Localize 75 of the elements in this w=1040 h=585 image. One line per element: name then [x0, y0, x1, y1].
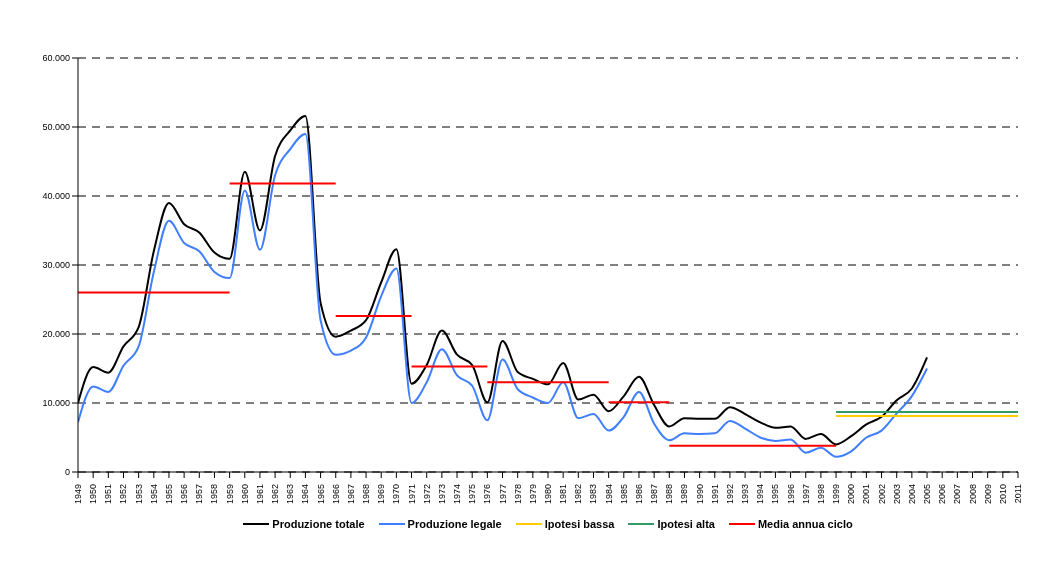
x-tick-label: 2011: [1013, 484, 1023, 504]
x-tick-label: 1969: [376, 484, 387, 505]
x-tick-label: 1973: [436, 484, 447, 505]
x-tick-label: 1996: [785, 484, 796, 505]
x-tick-label: 1983: [588, 484, 599, 505]
x-tick-label: 2006: [937, 484, 948, 505]
x-tick-label: 2002: [876, 484, 887, 505]
x-tick-label: 1951: [103, 484, 114, 505]
legend-label: Ipotesi bassa: [543, 518, 615, 530]
x-tick-label: 1992: [724, 484, 735, 505]
x-tick-label: 1986: [633, 484, 644, 505]
x-tick-label: 1995: [770, 484, 781, 505]
x-tick-label: 2008: [967, 484, 978, 505]
x-tick-label: 1974: [452, 484, 463, 505]
x-tick-label: 1990: [694, 484, 705, 505]
y-tick-label: 20.000: [42, 329, 70, 340]
y-tick-label: 50.000: [42, 122, 70, 133]
x-tick-label: 1960: [239, 484, 250, 505]
y-tick-label: 30.000: [42, 260, 70, 271]
y-tick-label: 0: [64, 467, 70, 478]
legend-label: Produzione legale: [406, 518, 502, 530]
x-tick-label: 1994: [755, 484, 766, 505]
x-tick-label: 2009: [982, 484, 993, 505]
legend-label: Ipotesi alta: [656, 518, 715, 530]
x-tick-label: 1961: [254, 484, 265, 505]
x-tick-label: 1959: [224, 484, 235, 505]
x-tick-label: 1981: [558, 484, 569, 505]
x-tick-label: 1977: [497, 484, 508, 505]
legend-label: Produzione totale: [271, 518, 365, 530]
y-tick-label: 60.000: [42, 53, 70, 64]
x-tick-label: 1953: [133, 484, 144, 505]
x-tick-label: 2000: [846, 484, 857, 505]
x-tick-label: 1949: [73, 484, 83, 505]
x-tick-label: 1957: [194, 484, 205, 505]
x-tick-label: 1993: [740, 484, 751, 505]
x-tick-label: 2005: [922, 484, 933, 505]
x-tick-label: 1988: [664, 484, 675, 505]
x-tick-label: 1962: [270, 484, 281, 505]
x-tick-label: 1999: [831, 484, 842, 505]
legend-label: Media annua ciclo: [756, 518, 853, 530]
x-tick-label: 1966: [330, 484, 341, 505]
x-tick-label: 1954: [148, 484, 159, 505]
x-tick-label: 2001: [861, 484, 872, 505]
x-tick-label: 2003: [891, 484, 902, 505]
x-tick-label: 1958: [209, 484, 220, 505]
x-tick-label: 1964: [300, 484, 311, 505]
x-tick-label: 1989: [679, 484, 690, 505]
x-tick-label: 1970: [391, 484, 402, 505]
x-tick-label: 2004: [906, 484, 917, 505]
x-tick-label: 1978: [512, 484, 523, 505]
x-tick-label: 1955: [163, 484, 174, 505]
x-tick-label: 1984: [603, 484, 614, 505]
x-tick-label: 1987: [649, 484, 660, 505]
x-tick-label: 1979: [527, 484, 538, 505]
x-tick-label: 1991: [709, 484, 720, 505]
x-tick-label: 1998: [815, 484, 826, 505]
x-tick-label: 1963: [285, 484, 296, 505]
x-tick-label: 1980: [543, 484, 553, 505]
x-tick-label: 1975: [467, 484, 478, 505]
x-tick-label: 1965: [315, 484, 326, 505]
x-tick-label: 1971: [406, 484, 417, 505]
x-tick-label: 1985: [618, 484, 629, 505]
x-tick-label: 1976: [482, 484, 493, 505]
x-tick-label: 1950: [88, 484, 99, 505]
x-tick-label: 1952: [118, 484, 129, 505]
x-tick-label: 2007: [952, 484, 963, 505]
x-tick-label: 1956: [179, 484, 190, 505]
x-tick-label: 1972: [421, 484, 432, 505]
x-tick-label: 1982: [573, 484, 584, 505]
x-tick-label: 1968: [361, 484, 372, 505]
x-tick-label: 1967: [345, 484, 356, 505]
y-tick-label: 40.000: [42, 191, 70, 202]
y-tick-label: 10.000: [42, 398, 70, 409]
x-tick-label: 2010: [997, 484, 1008, 505]
x-tick-label: 1997: [800, 484, 811, 505]
